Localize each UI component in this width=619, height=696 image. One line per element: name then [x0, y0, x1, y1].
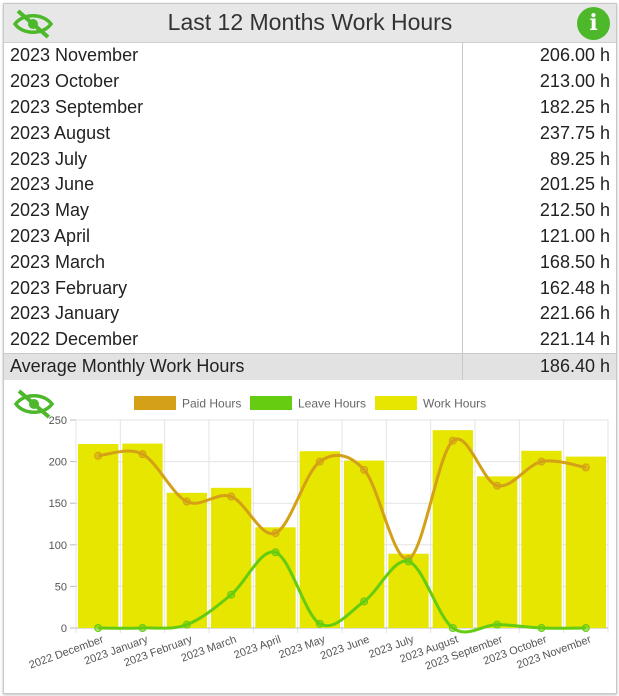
legend-label: Paid Hours	[182, 397, 241, 411]
x-tick-label: 2023 May	[277, 633, 327, 661]
hours-cell: 213.00 h	[539, 71, 610, 92]
table-row: 2023 May 212.50 h	[4, 197, 616, 224]
month-cell: 2023 February	[4, 275, 464, 301]
month-cell: 2023 January	[4, 300, 464, 327]
average-label: Average Monthly Work Hours	[4, 352, 464, 380]
y-tick-label: 200	[49, 457, 67, 469]
y-tick-label: 0	[61, 623, 67, 635]
table-row: 2023 March 168.50 h	[4, 249, 616, 276]
table-row: 2022 December 221.14 h	[4, 326, 616, 354]
x-tick-label: 2023 April	[232, 634, 282, 662]
hours-cell: 206.00 h	[539, 45, 610, 66]
legend-label: Work Hours	[423, 397, 486, 411]
bar-work-hours	[255, 527, 296, 628]
legend-swatch	[375, 396, 417, 410]
legend-swatch	[250, 396, 292, 410]
table-row: 2023 April 121.00 h	[4, 223, 616, 250]
table-row: 2023 October 213.00 h	[4, 68, 616, 95]
table-row: 2023 August 237.75 h	[4, 120, 616, 147]
point-leave-hours	[138, 624, 147, 632]
legend-swatch	[134, 396, 176, 410]
y-tick-label: 50	[55, 581, 67, 593]
bar-work-hours	[166, 492, 207, 628]
card-header: Last 12 Months Work Hours i	[4, 4, 616, 43]
bar-work-hours	[565, 456, 606, 628]
bar-work-hours	[78, 444, 119, 628]
month-cell: 2023 June	[4, 171, 464, 198]
table-row: 2023 June 201.25 h	[4, 171, 616, 198]
point-leave-hours	[360, 597, 369, 606]
info-icon[interactable]: i	[577, 7, 610, 40]
table-row: 2023 November 206.00 h	[4, 43, 616, 69]
month-cell: 2023 May	[4, 197, 464, 224]
bar-work-hours	[432, 430, 473, 628]
chart-eye-slash-icon[interactable]	[12, 388, 56, 420]
bar-work-hours	[521, 450, 562, 628]
point-leave-hours	[182, 620, 191, 629]
month-cell: 2023 November	[4, 43, 464, 69]
point-leave-hours	[315, 619, 324, 628]
point-leave-hours	[493, 620, 502, 629]
point-paid-hours	[360, 465, 369, 474]
page-title: Last 12 Months Work Hours	[167, 9, 453, 35]
hours-table: 2023 November 206.00 h 2023 October 213.00 …	[4, 43, 616, 380]
average-row: Average Monthly Work Hours 186.40 h	[4, 352, 616, 380]
point-leave-hours	[227, 590, 236, 599]
point-leave-hours	[271, 548, 280, 557]
hours-cell: 168.50 h	[539, 251, 610, 272]
point-leave-hours	[581, 624, 590, 632]
bar-work-hours	[122, 443, 163, 628]
table-row: 2023 January 221.66 h	[4, 300, 616, 327]
average-value: 186.40 h	[462, 352, 616, 380]
hours-cell: 212.50 h	[539, 200, 610, 221]
x-tick-label: 2023 June	[319, 634, 371, 663]
hours-cell: 221.14 h	[539, 329, 610, 350]
point-leave-hours	[404, 557, 413, 566]
month-cell: 2023 September	[4, 94, 464, 121]
point-paid-hours	[227, 492, 236, 501]
hours-cell: 89.25 h	[549, 148, 610, 169]
point-paid-hours	[138, 450, 147, 459]
hours-cell: 237.75 h	[539, 122, 610, 143]
hours-cell: 162.48 h	[539, 277, 610, 298]
point-paid-hours	[182, 497, 191, 506]
hours-cell: 182.25 h	[539, 96, 610, 117]
table-row: 2023 July 89.25 h	[4, 146, 616, 172]
hours-cell: 121.00 h	[539, 225, 610, 246]
point-paid-hours	[315, 457, 324, 466]
y-tick-label: 250	[49, 415, 67, 427]
month-cell: 2023 March	[4, 249, 464, 276]
point-paid-hours	[493, 481, 502, 490]
month-cell: 2023 August	[4, 120, 464, 147]
point-leave-hours	[94, 624, 103, 632]
y-tick-label: 150	[49, 498, 67, 510]
y-tick-label: 100	[49, 540, 67, 552]
point-paid-hours	[581, 463, 590, 472]
point-paid-hours	[271, 529, 280, 538]
point-paid-hours	[537, 457, 546, 466]
table-row: 2023 September 182.25 h	[4, 94, 616, 121]
table-row: 2023 February 162.48 h	[4, 275, 616, 301]
eye-slash-icon[interactable]	[11, 8, 55, 40]
point-paid-hours	[448, 436, 457, 445]
legend-label: Leave Hours	[298, 397, 366, 411]
month-cell: 2023 April	[4, 223, 464, 250]
point-paid-hours	[94, 451, 103, 460]
work-hours-card: Last 12 Months Work Hours i 2023 Novembe…	[3, 3, 617, 694]
hours-cell: 201.25 h	[539, 174, 610, 195]
point-leave-hours	[537, 624, 546, 632]
month-cell: 2023 July	[4, 146, 464, 172]
hours-cell: 221.66 h	[539, 303, 610, 324]
month-cell: 2022 December	[4, 326, 464, 354]
month-cell: 2023 October	[4, 68, 464, 95]
bar-work-hours	[477, 476, 518, 628]
point-leave-hours	[448, 624, 457, 632]
